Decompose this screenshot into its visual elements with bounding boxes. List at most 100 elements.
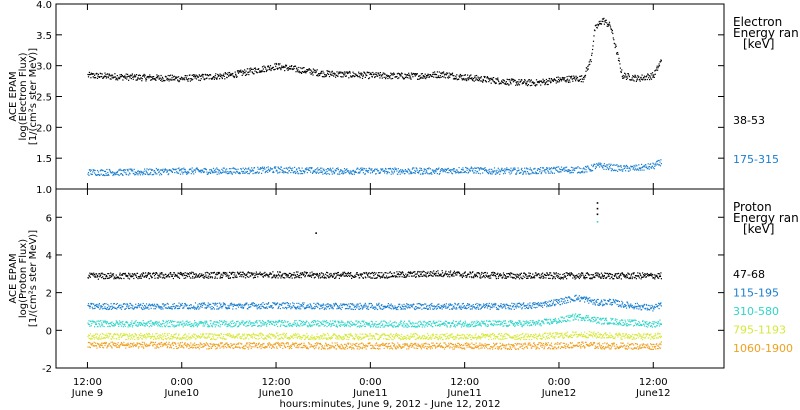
data-point bbox=[202, 171, 204, 173]
data-point bbox=[507, 83, 509, 85]
data-point bbox=[171, 171, 173, 173]
data-point bbox=[426, 305, 428, 307]
data-point bbox=[564, 302, 566, 304]
data-point bbox=[92, 321, 94, 323]
data-point bbox=[586, 300, 588, 302]
data-point bbox=[442, 75, 444, 78]
data-point bbox=[581, 75, 583, 77]
data-point bbox=[594, 276, 596, 278]
data-point bbox=[608, 21, 611, 23]
data-point bbox=[606, 303, 608, 305]
data-point bbox=[149, 168, 151, 170]
data-point bbox=[347, 71, 349, 73]
data-point bbox=[351, 173, 353, 175]
data-point bbox=[231, 173, 233, 175]
data-point bbox=[128, 79, 130, 81]
data-point bbox=[315, 171, 317, 173]
data-point bbox=[565, 275, 567, 277]
data-point bbox=[333, 274, 335, 276]
data-point bbox=[506, 303, 508, 305]
data-point bbox=[527, 303, 529, 305]
data-point bbox=[381, 77, 383, 79]
data-point bbox=[94, 305, 96, 307]
data-point bbox=[406, 303, 408, 305]
data-point bbox=[321, 272, 323, 274]
data-point bbox=[343, 271, 346, 273]
data-point bbox=[485, 81, 488, 83]
data-point bbox=[419, 273, 422, 275]
data-point bbox=[594, 304, 596, 306]
data-point bbox=[570, 272, 572, 274]
data-point bbox=[621, 69, 623, 71]
data-point bbox=[540, 173, 542, 175]
data-point bbox=[143, 172, 145, 175]
data-point bbox=[193, 306, 195, 308]
data-point bbox=[101, 272, 103, 274]
data-point bbox=[388, 306, 390, 308]
data-point bbox=[425, 171, 427, 173]
data-point bbox=[139, 274, 141, 276]
data-point bbox=[536, 275, 538, 277]
data-point bbox=[202, 76, 204, 78]
data-point bbox=[600, 23, 603, 25]
data-point bbox=[369, 73, 371, 75]
data-point bbox=[655, 69, 657, 71]
data-point bbox=[89, 272, 91, 274]
data-point bbox=[254, 305, 256, 307]
data-point bbox=[99, 275, 101, 277]
data-point bbox=[523, 170, 525, 172]
data-point bbox=[426, 74, 429, 76]
data-point bbox=[242, 304, 244, 306]
data-point bbox=[462, 307, 464, 309]
data-point bbox=[429, 173, 431, 175]
data-point bbox=[331, 70, 333, 72]
data-point bbox=[279, 271, 281, 273]
data-point bbox=[290, 275, 292, 277]
data-point bbox=[338, 173, 340, 175]
data-point bbox=[486, 275, 488, 277]
data-point bbox=[585, 272, 587, 274]
data-point bbox=[464, 170, 466, 173]
data-point bbox=[543, 304, 546, 306]
data-point bbox=[142, 308, 144, 311]
data-point bbox=[350, 75, 352, 77]
data-point bbox=[88, 174, 90, 176]
data-point bbox=[517, 84, 519, 86]
data-point bbox=[327, 73, 330, 75]
data-point bbox=[487, 76, 489, 79]
data-point bbox=[168, 80, 170, 82]
data-point bbox=[598, 21, 600, 23]
data-point bbox=[194, 169, 196, 171]
data-point bbox=[359, 273, 361, 275]
data-point bbox=[414, 169, 416, 172]
data-point bbox=[203, 168, 205, 170]
data-point bbox=[509, 272, 512, 274]
data-point bbox=[425, 168, 427, 170]
data-point bbox=[120, 74, 123, 76]
data-point bbox=[265, 307, 267, 309]
data-point bbox=[560, 297, 562, 300]
data-point bbox=[391, 171, 393, 173]
data-point bbox=[287, 167, 289, 169]
data-point bbox=[146, 274, 148, 276]
data-point bbox=[479, 275, 481, 277]
data-point bbox=[104, 72, 106, 74]
data-point bbox=[563, 167, 565, 169]
data-point bbox=[308, 274, 310, 276]
data-point bbox=[248, 167, 250, 169]
data-point bbox=[410, 78, 412, 80]
data-point bbox=[602, 275, 604, 277]
data-point bbox=[276, 170, 278, 172]
data-point bbox=[354, 274, 356, 277]
data-point bbox=[406, 77, 408, 79]
data-point bbox=[603, 168, 605, 170]
data-point bbox=[165, 76, 167, 78]
data-point bbox=[299, 275, 301, 277]
data-point bbox=[484, 76, 486, 78]
data-point bbox=[608, 272, 611, 275]
data-point bbox=[328, 304, 330, 306]
data-point bbox=[528, 275, 530, 277]
data-point bbox=[228, 271, 231, 273]
data-point bbox=[136, 78, 139, 80]
data-point bbox=[437, 76, 439, 78]
